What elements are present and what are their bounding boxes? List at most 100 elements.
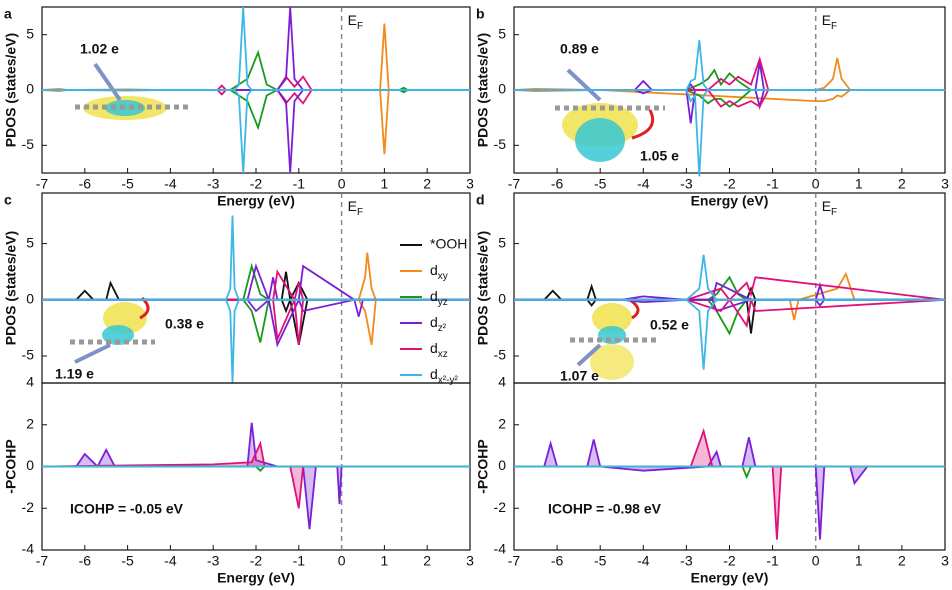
legend-label: dyz [430, 288, 448, 308]
series-line [513, 89, 945, 102]
y-tick-label: 2 [26, 415, 34, 431]
y-tick-label: -5 [494, 347, 507, 363]
x-tick-label: 3 [466, 176, 474, 192]
area-fill [514, 431, 945, 540]
x-tick-label: -3 [207, 553, 220, 569]
y-tick-label: -4 [22, 541, 35, 557]
annotation: ICOHP = -0.98 eV [548, 501, 662, 517]
series-line [42, 49, 470, 91]
x-tick-label: -4 [637, 553, 650, 569]
x-tick-label: -5 [121, 176, 134, 192]
area-fill [42, 443, 470, 509]
plot-frame [41, 192, 471, 384]
y-tick-label: 4 [498, 374, 506, 390]
series-line [514, 298, 945, 370]
panel-label: b [476, 6, 485, 22]
y-tick-label: 0 [498, 81, 506, 97]
x-tick-label: -2 [723, 553, 736, 569]
y-tick-label: 4 [26, 374, 34, 390]
series-group [514, 254, 946, 370]
y-tick-label: -2 [494, 499, 507, 515]
y-axis-label: PDOS (states/eV) [475, 231, 491, 345]
series-line [514, 276, 946, 302]
x-tick-label: -7 [508, 176, 521, 192]
fermi-label: EF [822, 198, 837, 218]
fermi-label: EF [822, 12, 837, 32]
series-line [42, 252, 470, 301]
y-tick-label: 0 [26, 291, 34, 307]
molecule-c [70, 296, 155, 364]
series-line [42, 269, 470, 303]
x-tick-label: -4 [637, 176, 650, 192]
x-axis-label: Energy (eV) [217, 193, 295, 209]
series-group [514, 427, 945, 540]
x-tick-label: -6 [79, 176, 92, 192]
y-tick-label: 0 [498, 291, 506, 307]
x-tick-label: -1 [766, 176, 779, 192]
series-line [42, 215, 470, 301]
x-tick-label: 2 [898, 176, 906, 192]
annotation: 1.02 e [80, 41, 119, 57]
series-line [514, 437, 945, 540]
panel-label: c [4, 192, 12, 208]
x-tick-label: -4 [164, 553, 177, 569]
series-group [42, 215, 470, 384]
annotation: 0.38 e [165, 316, 204, 332]
x-tick-label: -7 [508, 553, 521, 569]
y-tick-label: -5 [494, 136, 507, 152]
series-line [514, 298, 945, 336]
series-line [514, 40, 945, 91]
series-group [41, 6, 470, 174]
series-line [514, 89, 945, 124]
series-group [513, 40, 945, 177]
y-tick-label: -5 [22, 347, 35, 363]
x-tick-label: -2 [723, 176, 736, 192]
x-tick-label: 3 [466, 553, 474, 569]
y-tick-label: -2 [22, 499, 35, 515]
x-tick-label: 0 [812, 176, 820, 192]
series-line [514, 298, 945, 313]
annotation: 0.52 e [650, 317, 689, 333]
x-tick-label: 2 [423, 176, 431, 192]
x-tick-label: 3 [941, 553, 949, 569]
legend-label: dxz [430, 340, 448, 360]
series-line [42, 297, 470, 348]
y-tick-label: -5 [22, 136, 35, 152]
y-tick-label: 0 [26, 457, 34, 473]
x-tick-label: -6 [551, 176, 564, 192]
x-tick-label: -3 [680, 553, 693, 569]
annotation: 1.05 e [640, 148, 679, 164]
fermi-label: EF [348, 198, 363, 218]
annotation: 1.19 e [55, 366, 94, 382]
y-tick-label: 5 [498, 234, 506, 250]
series-line [514, 465, 945, 480]
y-tick-label: 5 [498, 25, 506, 41]
series-line [514, 89, 945, 108]
series-line [514, 62, 945, 91]
series-line [514, 298, 945, 334]
annotation: 0.89 e [560, 41, 599, 57]
series-line [42, 89, 470, 174]
series-line [42, 271, 470, 303]
y-tick-label: 2 [498, 415, 506, 431]
y-axis-label: -PCOHP [3, 439, 19, 493]
x-tick-label: -2 [250, 176, 263, 192]
plot-frame [513, 192, 946, 384]
legend-label: *OOH [430, 236, 467, 252]
fermi-label: EF [348, 12, 363, 32]
y-tick-label: 0 [498, 457, 506, 473]
x-tick-label: -1 [293, 176, 306, 192]
molecule-b [555, 68, 665, 162]
x-tick-label: -5 [594, 553, 607, 569]
x-tick-label: 2 [898, 553, 906, 569]
x-tick-label: -6 [551, 553, 564, 569]
annotation: 1.07 e [560, 368, 599, 384]
x-axis-label: Energy (eV) [691, 193, 769, 209]
annotation: ICOHP = -0.05 eV [70, 501, 184, 517]
series-line [514, 89, 945, 177]
molecule-a [75, 62, 188, 120]
panel-label: d [476, 192, 485, 208]
y-axis-label: PDOS (states/eV) [3, 231, 19, 345]
y-axis-label: PDOS (states/eV) [3, 33, 19, 147]
x-tick-label: 0 [812, 553, 820, 569]
